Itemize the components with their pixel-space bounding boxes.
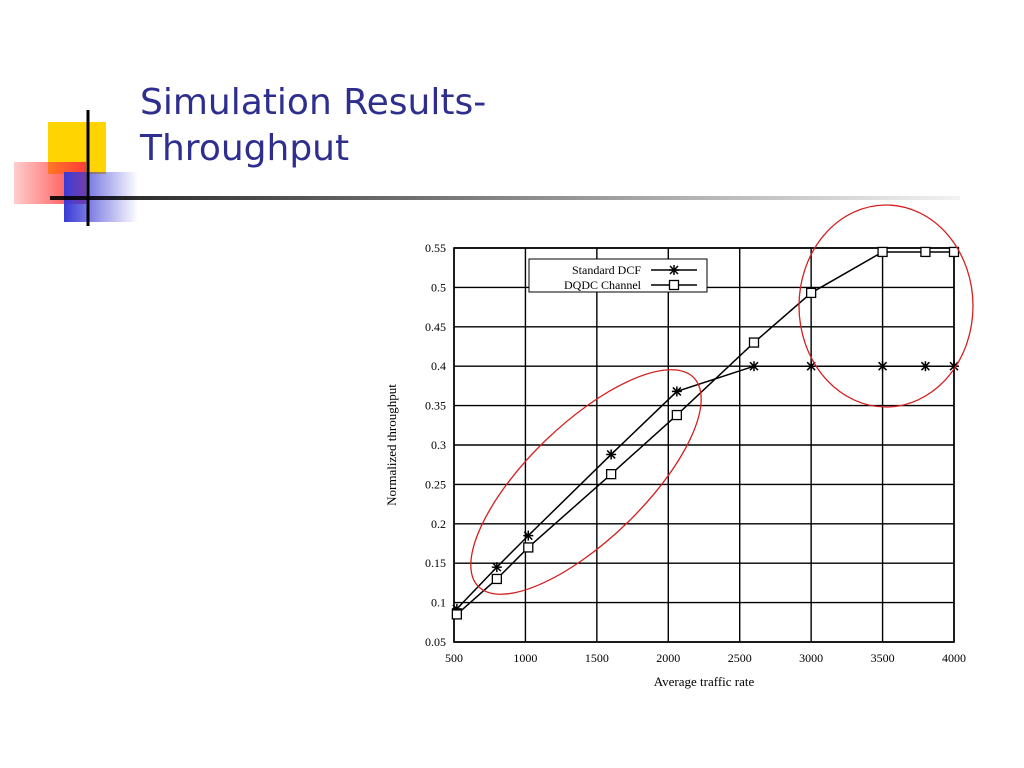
slide-title-line2: Throughput [140,128,350,169]
square-marker [523,542,534,553]
slide-title: Simulation Results- Throughput [140,80,486,172]
y-tick-label: 0.1 [431,596,446,610]
x-tick-label: 4000 [942,651,966,665]
square-marker [671,409,683,421]
x-tick-label: 3500 [871,651,895,665]
square-marker [748,337,760,348]
series-line-1 [456,365,954,610]
asterisk-marker [671,386,682,397]
square-marker [948,246,960,258]
square-marker [920,246,931,258]
y-tick-label: 0.55 [425,241,446,255]
y-axis-title: Normalized throughput [384,384,399,506]
square-marker [668,279,680,291]
series-line-2 [456,251,954,615]
annotation-ellipse-low [470,369,702,595]
legend-label-1: Standard DCF [572,263,641,277]
y-tick-label: 0.3 [431,438,446,452]
square-marker [605,469,617,480]
y-tick-label: 0.25 [425,477,446,491]
x-tick-label: 500 [445,651,463,665]
asterisk-marker [749,361,759,372]
y-tick-label: 0.15 [425,556,446,570]
x-tick-label: 1500 [585,651,609,665]
square-marker [877,246,888,258]
asterisk-marker [606,449,617,460]
asterisk-marker [669,265,679,275]
asterisk-marker [877,361,888,372]
y-tick-label: 0.5 [431,280,446,294]
y-tick-label: 0.2 [431,517,446,531]
x-tick-label: 2000 [656,651,680,665]
slide-title-line1: Simulation Results- [140,82,487,123]
asterisk-marker [920,361,931,372]
square-marker [491,573,503,585]
y-tick-label: 0.05 [425,635,446,649]
annotation-ellipse-high [798,204,974,408]
x-tick-label: 3000 [799,651,823,665]
square-marker [805,287,817,299]
title-underline [50,196,960,200]
y-tick-label: 0.35 [425,399,446,413]
asterisk-marker [491,562,502,573]
plot-frame [453,247,955,643]
square-marker [451,609,463,620]
y-tick-label: 0.45 [425,320,446,334]
legend-label-2: DQDC Channel [564,278,642,292]
slide-decoration [14,110,960,226]
x-axis-title: Average traffic rate [654,674,755,689]
y-tick-label: 0.4 [431,359,446,373]
x-tick-label: 2500 [728,651,752,665]
asterisk-marker [523,530,534,541]
x-tick-label: 1000 [513,651,537,665]
